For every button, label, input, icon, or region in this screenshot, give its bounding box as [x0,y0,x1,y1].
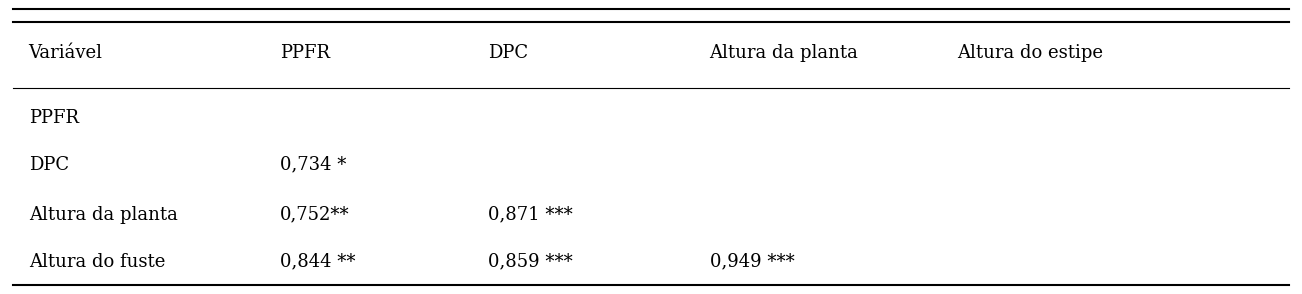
Text: Altura do fuste: Altura do fuste [29,253,165,271]
Text: Altura do estipe: Altura do estipe [957,44,1103,62]
Text: 0,859 ***: 0,859 *** [488,253,573,271]
Text: DPC: DPC [488,44,529,62]
Text: 0,752**: 0,752** [280,206,349,224]
Text: Altura da planta: Altura da planta [29,206,177,224]
Text: PPFR: PPFR [280,44,329,62]
Text: PPFR: PPFR [29,108,78,127]
Text: Variável: Variável [29,44,103,62]
Text: 0,949 ***: 0,949 *** [710,253,794,271]
Text: 0,734 *: 0,734 * [280,156,346,174]
Text: Altura da planta: Altura da planta [710,44,858,62]
Text: 0,844 **: 0,844 ** [280,253,355,271]
Text: 0,871 ***: 0,871 *** [488,206,573,224]
Text: DPC: DPC [29,156,69,174]
